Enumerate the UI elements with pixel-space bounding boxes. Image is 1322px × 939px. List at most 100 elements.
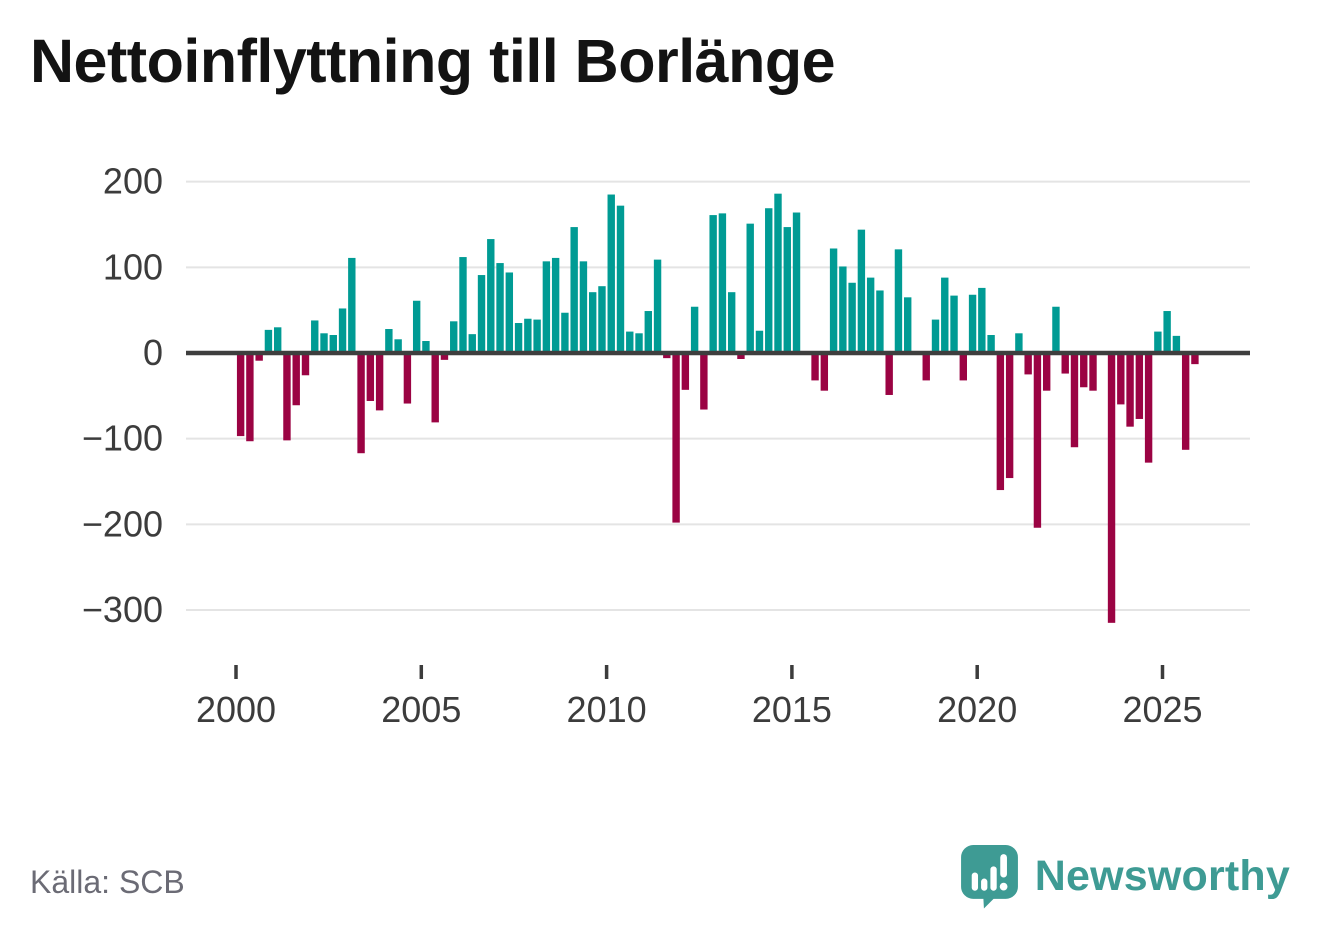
logo-bar-3 [990,866,997,891]
bar-2002-q1 [311,320,319,353]
x-tick-label-2000: 2000 [196,689,276,730]
bar-2019-q1 [941,277,949,353]
bar-2004-q3 [403,353,412,404]
bar-2013-q4 [746,223,754,353]
bar-2012-q4 [709,215,717,353]
bar-2019-q2 [950,295,958,353]
x-tick-label-2025: 2025 [1122,689,1202,730]
bar-2010-q4 [635,333,643,353]
bar-2019-q3 [959,353,967,381]
bar-2015-q4 [820,353,829,391]
bar-2004-q2 [394,339,402,353]
bar-2000-q2 [246,353,254,442]
bar-2021-q4 [1042,353,1051,391]
x-tick-label-2015: 2015 [752,689,832,730]
bar-2024-q3 [1144,353,1153,463]
bar-2009-q1 [570,227,578,353]
bar-2001-q2 [283,353,291,441]
bar-2022-q3 [1070,353,1079,448]
bar-2007-q3 [514,323,523,353]
newsworthy-logo: Newsworthy [959,843,1290,909]
bar-2018-q4 [931,319,940,353]
bar-2020-q4 [1005,353,1014,479]
bar-2004-q1 [385,329,393,353]
bar-2002-q2 [320,333,328,353]
bar-2005-q4 [450,321,458,353]
bar-2021-q3 [1033,353,1042,528]
x-tick-label-2005: 2005 [381,689,461,730]
bar-2025-q3 [1181,353,1190,450]
bar-2019-q4 [968,294,977,353]
y-tick-label--300: −300 [82,589,163,630]
bar-2023-q4 [1117,353,1125,405]
bar-2005-q2 [431,353,439,423]
bar-2007-q2 [505,272,514,353]
bar-2014-q2 [765,208,773,353]
bar-2008-q3 [551,257,560,353]
bar-2003-q2 [357,353,365,454]
bar-2006-q1 [459,257,467,353]
bar-2012-q3 [700,353,708,410]
bar-2008-q2 [542,261,551,353]
bar-2025-q4 [1191,353,1199,365]
newsworthy-logo-icon [960,845,1018,909]
bar-2008-q1 [533,319,541,353]
y-tick-label--100: −100 [82,418,163,459]
logo-exclamation-bar [999,854,1007,878]
bar-2009-q2 [579,261,588,353]
bar-2003-q3 [366,353,375,401]
bar-2006-q4 [487,239,495,353]
bar-2011-q3 [663,353,671,359]
bar-2023-q3 [1107,353,1116,623]
bar-2022-q1 [1052,306,1060,353]
logo-bubble-shape [960,845,1018,909]
bar-2005-q1 [422,341,430,353]
bar-2021-q2 [1024,353,1032,375]
bar-2020-q3 [996,353,1005,491]
bar-2001-q3 [292,353,300,406]
bar-2015-q3 [811,353,819,381]
bar-2003-q4 [375,353,384,411]
bar-2012-q1 [681,353,690,390]
logo-bar-1 [971,872,978,891]
chart-title: Nettoinflyttning till Borlänge [30,27,836,95]
bar-2011-q2 [653,259,662,353]
bar-2014-q1 [755,330,764,353]
bar-2007-q1 [496,263,504,353]
bar-2017-q3 [885,353,893,395]
bar-2017-q2 [876,290,884,353]
bar-2025-q1 [1163,311,1171,353]
bar-2002-q3 [329,335,337,353]
bar-2011-q1 [644,311,652,353]
bar-2023-q1 [1089,353,1097,391]
bar-2002-q4 [338,308,347,353]
bar-2016-q2 [839,266,847,353]
bar-2001-q1 [273,327,282,353]
bar-2013-q1 [718,213,727,353]
bar-2012-q2 [690,306,699,353]
bar-2017-q4 [894,249,903,353]
source-text: Källa: SCB [30,864,185,900]
bar-2024-q4 [1154,331,1162,353]
x-tick-label-2010: 2010 [567,689,647,730]
bar-2016-q3 [848,282,856,353]
bar-2022-q2 [1061,353,1069,374]
bar-2016-q1 [829,248,838,353]
bar-2013-q2 [727,292,736,353]
bar-2020-q1 [978,287,986,353]
bar-2018-q1 [904,297,912,353]
bar-2000-q3 [255,353,263,361]
bar-2015-q1 [792,212,801,353]
y-tick-label-0: 0 [143,332,163,373]
bar-2005-q3 [440,353,449,360]
bar-2009-q4 [598,286,606,353]
bar-2006-q2 [468,334,476,353]
bar-2004-q4 [412,300,421,353]
bar-2003-q1 [348,257,356,353]
bar-2006-q3 [477,275,486,353]
bar-2010-q3 [626,331,634,353]
bar-2021-q1 [1015,333,1023,353]
bar-2000-q4 [264,329,273,353]
bar-2013-q3 [737,353,745,359]
